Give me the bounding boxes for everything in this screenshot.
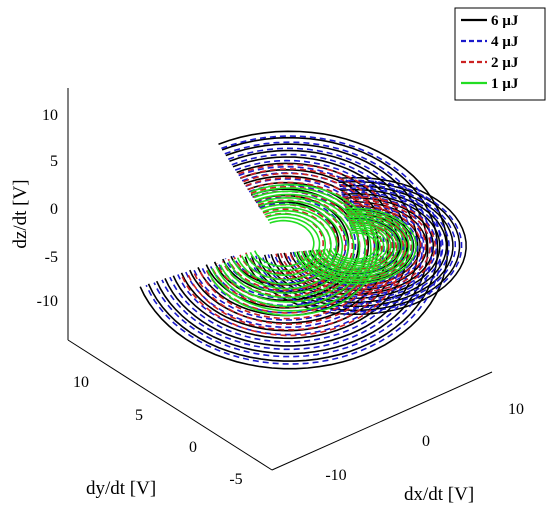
x-tick-label: 10 — [508, 401, 524, 418]
trajectory-loop — [322, 225, 388, 267]
axes — [67, 88, 493, 471]
trajectory-loop — [284, 201, 427, 291]
trajectory-loop — [333, 232, 378, 260]
series-3 — [206, 183, 417, 317]
trajectory-loop — [275, 196, 436, 296]
trajectory-loop — [279, 198, 431, 294]
trajectory-loop — [308, 216, 403, 276]
trajectory-loop — [301, 212, 410, 280]
trajectory-loop — [139, 130, 449, 370]
trajectory-loop — [219, 193, 361, 303]
trajectory-loop — [153, 141, 433, 358]
trajectory-loop — [245, 213, 326, 276]
trajectory-loop — [180, 162, 399, 332]
trajectory-loop — [318, 223, 392, 269]
trajectory-loop — [211, 187, 372, 312]
trajectory-layer — [139, 130, 467, 370]
trajectory-loop — [315, 220, 396, 272]
z-axis-label: dz/dt [V] — [10, 179, 31, 248]
x-axis-line — [271, 371, 493, 471]
trajectory-loop — [223, 196, 355, 299]
y-axis-line — [67, 339, 273, 471]
y-tick-label: 5 — [135, 407, 143, 424]
trajectory-loop — [236, 206, 338, 285]
legend-label: 6 µJ — [491, 13, 519, 29]
legend-label: 2 µJ — [491, 55, 519, 71]
z-tick-label: 10 — [42, 107, 58, 124]
x-tick-label: 0 — [422, 433, 430, 450]
trajectory-loop — [241, 209, 332, 281]
trajectory-loop — [296, 209, 415, 283]
trajectory-loop — [317, 222, 394, 270]
z-tick-label: -5 — [45, 249, 58, 266]
trajectory-loop — [232, 203, 344, 290]
x-tick-label: -10 — [325, 467, 346, 484]
trajectory-loop — [289, 204, 422, 288]
trajectory-loop — [187, 168, 397, 331]
legend-label: 1 µJ — [491, 76, 519, 92]
trajectory-loop — [184, 165, 395, 329]
trajectory-loop — [311, 218, 399, 274]
z-tick-label: -10 — [37, 293, 58, 310]
z-tick-label: 5 — [50, 153, 58, 170]
trajectory-loop — [228, 200, 349, 294]
trajectory-loop — [286, 202, 425, 290]
trajectory-loop — [206, 183, 378, 317]
legend: 6 µJ 4 µJ 2 µJ 1 µJ — [454, 7, 546, 101]
trajectory-loop — [303, 213, 408, 279]
x-axis-label: dx/dt [V] — [404, 484, 474, 505]
y-tick-label: -5 — [229, 471, 242, 488]
trajectory-loop — [181, 163, 405, 337]
trajectory-loop — [248, 179, 463, 313]
trajectory-loop — [293, 207, 417, 285]
legend-box — [454, 7, 546, 101]
trajectory-loop — [249, 216, 321, 272]
trajectory-loop — [215, 190, 367, 308]
trajectory-loop — [253, 219, 315, 268]
trajectory-loop — [172, 156, 409, 340]
y-tick-label: 0 — [189, 439, 197, 456]
y-tick-label: 10 — [73, 374, 89, 391]
trajectory-loop — [147, 136, 439, 362]
trajectory-loop — [297, 209, 414, 283]
z-tick-label: 0 — [50, 201, 58, 218]
tick-labels: -10 -5 0 5 10 -5 0 5 10 -10 0 10 — [37, 107, 524, 488]
y-axis-label: dy/dt [V] — [86, 478, 156, 499]
legend-label: 4 µJ — [491, 34, 519, 50]
trajectory-loop — [177, 159, 404, 336]
trajectory-loop — [164, 149, 419, 347]
trajectory-loop — [325, 227, 385, 265]
trajectory-loop — [304, 214, 407, 278]
